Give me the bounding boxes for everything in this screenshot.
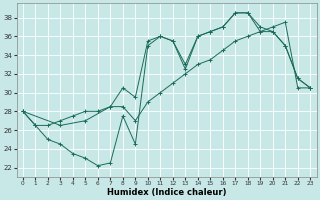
X-axis label: Humidex (Indice chaleur): Humidex (Indice chaleur) <box>107 188 226 197</box>
